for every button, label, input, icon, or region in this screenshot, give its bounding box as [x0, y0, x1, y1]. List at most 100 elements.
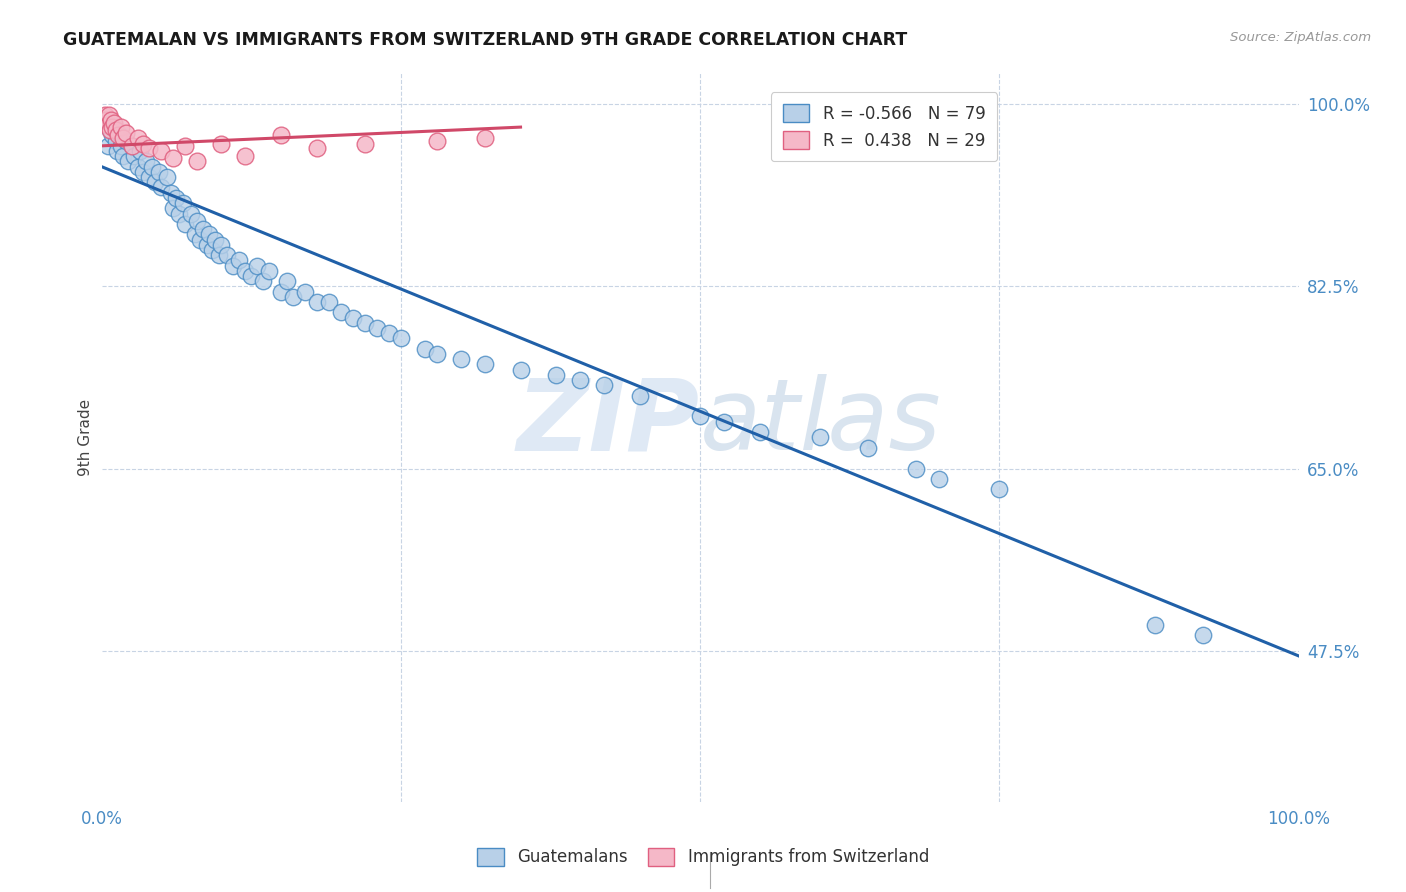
Point [127, 130, 149, 145]
Y-axis label: 9th Grade: 9th Grade [79, 399, 93, 475]
Point [281, 290, 304, 304]
Point [132, 136, 155, 151]
Point [97, 107, 120, 121]
Point [101, 120, 124, 134]
Point [389, 331, 412, 345]
Point [209, 136, 232, 151]
Point [450, 352, 472, 367]
Text: atlas: atlas [700, 375, 942, 471]
Point [186, 214, 208, 228]
Point [546, 368, 568, 382]
Point [689, 409, 711, 424]
Point [112, 130, 135, 145]
Point [172, 196, 194, 211]
Point [150, 144, 173, 158]
Point [110, 120, 132, 134]
Point [195, 237, 218, 252]
Point [330, 305, 353, 319]
Point [240, 268, 263, 283]
Point [114, 134, 136, 148]
Point [426, 134, 449, 148]
Point [132, 165, 155, 179]
Point [141, 160, 163, 174]
Point [217, 248, 239, 262]
Point [509, 362, 531, 376]
Point [246, 259, 269, 273]
Point [928, 472, 950, 486]
Point [593, 378, 616, 392]
Point [186, 154, 208, 169]
Point [188, 233, 211, 247]
Point [201, 243, 224, 257]
Point [162, 152, 184, 166]
Point [276, 274, 298, 288]
Point [808, 430, 831, 444]
Point [104, 123, 127, 137]
Point [193, 222, 215, 236]
Point [162, 202, 184, 216]
Text: ZIP: ZIP [517, 375, 700, 471]
Point [103, 118, 125, 132]
Point [1143, 617, 1166, 632]
Point [342, 310, 364, 325]
Point [121, 139, 143, 153]
Point [198, 227, 221, 242]
Point [160, 186, 183, 200]
Point [117, 154, 139, 169]
Point [127, 160, 149, 174]
Point [569, 373, 592, 387]
Point [100, 112, 122, 127]
Point [165, 191, 187, 205]
Point [107, 128, 129, 143]
Legend: Guatemalans, Immigrants from Switzerland: Guatemalans, Immigrants from Switzerland [471, 841, 935, 873]
Point [294, 285, 316, 299]
Point [988, 483, 1011, 497]
Point [252, 274, 274, 288]
Point [98, 123, 121, 137]
Point [169, 206, 191, 220]
Point [112, 149, 135, 163]
Point [474, 358, 496, 372]
Point [103, 116, 125, 130]
Point [108, 128, 131, 143]
Point [222, 259, 245, 273]
Point [856, 441, 879, 455]
Point [904, 461, 927, 475]
Point [174, 139, 197, 153]
Point [104, 134, 127, 148]
Point [96, 112, 118, 127]
Point [150, 180, 173, 194]
Point [270, 128, 292, 143]
Point [114, 126, 136, 140]
Point [110, 139, 132, 153]
Point [233, 149, 256, 163]
Point [307, 141, 329, 155]
Point [354, 136, 377, 151]
Point [307, 295, 329, 310]
Point [138, 170, 160, 185]
Point [209, 237, 232, 252]
Point [474, 130, 496, 145]
Point [1191, 628, 1213, 642]
Point [318, 295, 340, 310]
Point [174, 217, 197, 231]
Point [228, 253, 250, 268]
Point [208, 248, 231, 262]
Point [97, 118, 120, 132]
Point [378, 326, 401, 341]
Point [233, 264, 256, 278]
Text: GUATEMALAN VS IMMIGRANTS FROM SWITZERLAND 9TH GRADE CORRELATION CHART: GUATEMALAN VS IMMIGRANTS FROM SWITZERLAN… [63, 31, 907, 49]
Point [122, 149, 145, 163]
Point [93, 112, 115, 127]
Point [180, 206, 202, 220]
Point [628, 389, 651, 403]
Point [145, 175, 167, 189]
Text: Source: ZipAtlas.com: Source: ZipAtlas.com [1230, 31, 1371, 45]
Point [748, 425, 770, 439]
Point [135, 154, 157, 169]
Point [204, 233, 226, 247]
Point [98, 123, 121, 137]
Point [366, 321, 388, 335]
Point [426, 347, 449, 361]
Point [121, 139, 143, 153]
